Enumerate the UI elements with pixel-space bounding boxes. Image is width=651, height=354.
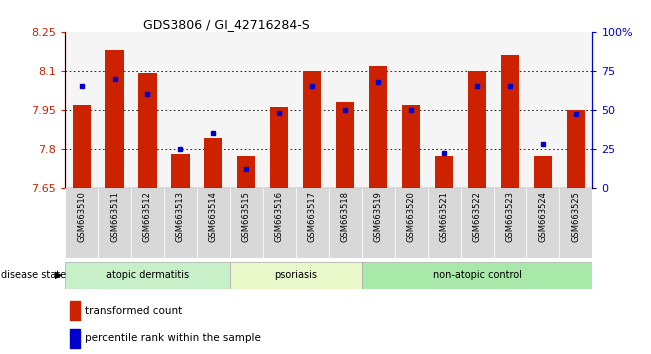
Bar <box>534 156 552 188</box>
Text: GSM663521: GSM663521 <box>439 191 449 242</box>
Bar <box>131 188 164 258</box>
Bar <box>270 107 288 188</box>
Text: GSM663518: GSM663518 <box>340 191 350 242</box>
Bar <box>70 301 80 320</box>
Bar <box>402 104 420 188</box>
Text: atopic dermatitis: atopic dermatitis <box>106 270 189 280</box>
Bar <box>336 102 354 188</box>
Bar <box>468 71 486 188</box>
Bar <box>428 188 461 258</box>
Text: GSM663523: GSM663523 <box>506 191 514 242</box>
Bar <box>567 110 585 188</box>
Bar <box>501 55 519 188</box>
Bar <box>303 71 322 188</box>
Text: non-atopic control: non-atopic control <box>433 270 521 280</box>
Text: GSM663510: GSM663510 <box>77 191 86 242</box>
Text: GSM663514: GSM663514 <box>209 191 218 242</box>
Text: transformed count: transformed count <box>85 306 182 316</box>
Text: GDS3806 / GI_42716284-S: GDS3806 / GI_42716284-S <box>143 18 310 31</box>
Bar <box>362 188 395 258</box>
Text: GSM663522: GSM663522 <box>473 191 482 242</box>
Bar <box>461 188 493 258</box>
Bar <box>105 50 124 188</box>
Bar <box>296 188 329 258</box>
Bar <box>65 188 98 258</box>
Bar <box>171 154 189 188</box>
Bar <box>164 188 197 258</box>
Bar <box>139 73 156 188</box>
Bar <box>369 65 387 188</box>
Bar <box>395 188 428 258</box>
Bar <box>230 188 263 258</box>
Text: GSM663515: GSM663515 <box>242 191 251 242</box>
Text: disease state: disease state <box>1 270 66 280</box>
Text: GSM663519: GSM663519 <box>374 191 383 242</box>
Text: GSM663511: GSM663511 <box>110 191 119 242</box>
Text: GSM663520: GSM663520 <box>407 191 415 242</box>
Bar <box>72 104 90 188</box>
Text: percentile rank within the sample: percentile rank within the sample <box>85 333 261 343</box>
Bar <box>435 156 453 188</box>
Bar <box>98 188 131 258</box>
Bar <box>362 262 592 289</box>
Text: GSM663512: GSM663512 <box>143 191 152 242</box>
Text: GSM663525: GSM663525 <box>572 191 581 242</box>
Text: GSM663517: GSM663517 <box>308 191 317 242</box>
Bar <box>263 188 296 258</box>
Bar <box>329 188 362 258</box>
Bar <box>65 262 230 289</box>
Text: GSM663524: GSM663524 <box>538 191 547 242</box>
Bar <box>493 188 527 258</box>
Bar <box>559 188 592 258</box>
Text: GSM663516: GSM663516 <box>275 191 284 242</box>
Text: GSM663513: GSM663513 <box>176 191 185 242</box>
Bar <box>197 188 230 258</box>
Bar <box>238 156 255 188</box>
Bar <box>70 329 80 348</box>
Bar <box>230 262 362 289</box>
Text: psoriasis: psoriasis <box>274 270 317 280</box>
Text: ▶: ▶ <box>55 270 63 280</box>
Bar <box>204 138 223 188</box>
Bar <box>527 188 559 258</box>
